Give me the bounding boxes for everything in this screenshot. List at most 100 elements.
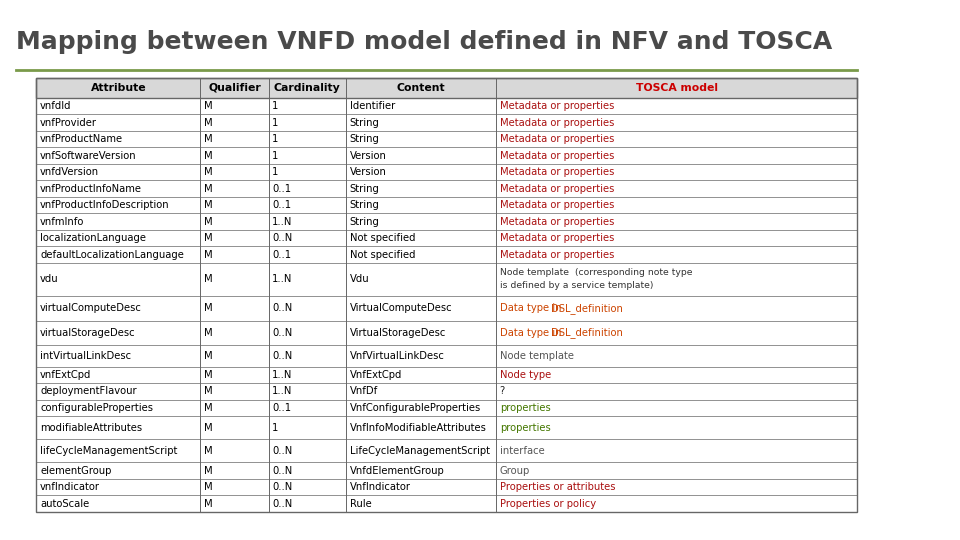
Text: M: M (204, 167, 212, 177)
Text: M: M (204, 351, 212, 361)
Text: Metadata or properties: Metadata or properties (500, 101, 614, 111)
Text: defaultLocalizationLanguage: defaultLocalizationLanguage (40, 249, 184, 260)
Text: vnfdVersion: vnfdVersion (40, 167, 99, 177)
Text: vnfdId: vnfdId (40, 101, 72, 111)
Text: M: M (204, 101, 212, 111)
Text: vnfProductInfoDescription: vnfProductInfoDescription (40, 200, 170, 210)
Text: VnfExtCpd: VnfExtCpd (349, 370, 402, 380)
Bar (36, 131, 857, 147)
Text: Content: Content (396, 83, 445, 93)
Text: VnfDf: VnfDf (349, 387, 378, 396)
Text: Properties or policy: Properties or policy (500, 499, 596, 509)
Bar (36, 400, 857, 416)
Text: VnfVirtualLinkDesc: VnfVirtualLinkDesc (349, 351, 444, 361)
Text: Not specified: Not specified (349, 233, 415, 243)
Text: 1: 1 (272, 101, 278, 111)
Text: deploymentFlavour: deploymentFlavour (40, 387, 136, 396)
Bar (36, 180, 857, 197)
Text: String: String (349, 200, 379, 210)
Text: 0..1: 0..1 (272, 184, 291, 193)
Text: Vdu: Vdu (349, 274, 370, 284)
Text: 1: 1 (272, 151, 278, 160)
Bar (36, 197, 857, 213)
Text: ?: ? (500, 387, 505, 396)
Bar (36, 296, 857, 321)
Bar (36, 440, 857, 462)
Text: M: M (204, 151, 212, 160)
Text: 1: 1 (272, 423, 278, 433)
Text: vnfSoftwareVersion: vnfSoftwareVersion (40, 151, 136, 160)
Text: String: String (349, 184, 379, 193)
Text: 0..N: 0..N (272, 303, 293, 313)
Text: M: M (204, 465, 212, 476)
Bar (36, 164, 857, 180)
Bar (36, 383, 857, 400)
Bar (36, 98, 857, 114)
Text: M: M (204, 217, 212, 227)
Text: M: M (204, 423, 212, 433)
Text: M: M (204, 387, 212, 396)
Text: 1..N: 1..N (272, 217, 293, 227)
Text: Identifier: Identifier (349, 101, 395, 111)
Text: M: M (204, 249, 212, 260)
Text: virtualStorageDesc: virtualStorageDesc (40, 328, 135, 338)
Text: Not specified: Not specified (349, 249, 415, 260)
Text: M: M (204, 482, 212, 492)
Text: M: M (204, 303, 212, 313)
Bar (36, 367, 857, 383)
Text: 0..N: 0..N (272, 482, 293, 492)
Text: properties: properties (500, 423, 550, 433)
Text: vdu: vdu (40, 274, 59, 284)
Text: 0..N: 0..N (272, 446, 293, 456)
Text: Mapping between VNFD model defined in NFV and TOSCA: Mapping between VNFD model defined in NF… (16, 30, 832, 54)
Text: 0..1: 0..1 (272, 403, 291, 413)
Bar (36, 78, 857, 98)
Text: M: M (204, 233, 212, 243)
Text: M: M (204, 328, 212, 338)
Bar (36, 230, 857, 246)
Text: M: M (204, 370, 212, 380)
Text: vnfmInfo: vnfmInfo (40, 217, 84, 227)
Text: Metadata or properties: Metadata or properties (500, 167, 614, 177)
Bar (36, 462, 857, 479)
Text: M: M (204, 446, 212, 456)
Text: 0..N: 0..N (272, 351, 293, 361)
Text: Attribute: Attribute (90, 83, 146, 93)
Text: M: M (204, 118, 212, 127)
Text: DSL_definition: DSL_definition (551, 327, 622, 339)
Text: vnfProductInfoName: vnfProductInfoName (40, 184, 142, 193)
Text: Metadata or properties: Metadata or properties (500, 184, 614, 193)
Text: Cardinality: Cardinality (274, 83, 341, 93)
Text: Metadata or properties: Metadata or properties (500, 134, 614, 144)
Text: 1..N: 1..N (272, 387, 293, 396)
Text: 0..N: 0..N (272, 233, 293, 243)
Text: Qualifier: Qualifier (208, 83, 261, 93)
Text: Metadata or properties: Metadata or properties (500, 151, 614, 160)
Text: TOSCA model: TOSCA model (636, 83, 718, 93)
Text: String: String (349, 134, 379, 144)
Text: M: M (204, 200, 212, 210)
Text: autoScale: autoScale (40, 499, 89, 509)
Bar (36, 321, 857, 345)
Text: Group: Group (500, 465, 530, 476)
Text: VirtualComputeDesc: VirtualComputeDesc (349, 303, 452, 313)
Text: VnfInfoModifiableAttributes: VnfInfoModifiableAttributes (349, 423, 487, 433)
Text: VnfIndicator: VnfIndicator (349, 482, 411, 492)
Text: M: M (204, 274, 212, 284)
Text: Metadata or properties: Metadata or properties (500, 249, 614, 260)
Text: intVirtualLinkDesc: intVirtualLinkDesc (40, 351, 132, 361)
Bar (36, 114, 857, 131)
Text: 1: 1 (272, 134, 278, 144)
Text: interface: interface (500, 446, 544, 456)
Text: 0..N: 0..N (272, 499, 293, 509)
Text: Metadata or properties: Metadata or properties (500, 200, 614, 210)
Bar (36, 345, 857, 367)
Bar (36, 479, 857, 496)
Text: 1..N: 1..N (272, 370, 293, 380)
Bar (36, 213, 857, 230)
Text: properties: properties (500, 403, 550, 413)
Text: VnfConfigurableProperties: VnfConfigurableProperties (349, 403, 481, 413)
Text: vnfIndicator: vnfIndicator (40, 482, 100, 492)
Text: 1: 1 (272, 167, 278, 177)
Text: Rule: Rule (349, 499, 372, 509)
